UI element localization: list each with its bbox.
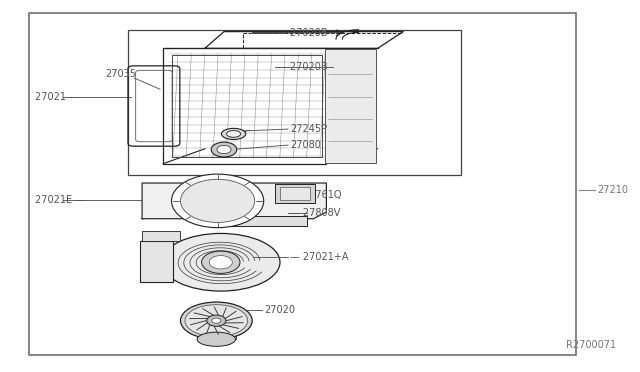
Text: — 27021+A: — 27021+A — [290, 253, 348, 262]
Ellipse shape — [185, 305, 248, 337]
Ellipse shape — [227, 131, 241, 137]
Text: — 27761Q: — 27761Q — [290, 190, 341, 200]
Text: 27210: 27210 — [597, 186, 628, 195]
Bar — [325, 49, 376, 163]
Bar — [140, 241, 173, 282]
Circle shape — [207, 315, 226, 326]
Circle shape — [172, 174, 264, 228]
Circle shape — [217, 145, 231, 154]
Bar — [280, 187, 310, 200]
Ellipse shape — [161, 234, 280, 291]
Text: 27020: 27020 — [264, 305, 295, 314]
Circle shape — [211, 142, 237, 157]
Bar — [172, 55, 322, 157]
Circle shape — [202, 251, 240, 273]
Text: — 27020B: — 27020B — [277, 62, 328, 72]
Polygon shape — [142, 183, 326, 219]
Ellipse shape — [197, 332, 236, 346]
Text: — 27020B: — 27020B — [277, 28, 328, 38]
Text: 27021 —: 27021 — — [35, 93, 79, 102]
Text: — 27808V: — 27808V — [290, 208, 340, 218]
Bar — [142, 231, 180, 241]
Bar — [275, 184, 315, 203]
Text: 27245P: 27245P — [290, 124, 327, 134]
Circle shape — [209, 256, 232, 269]
Text: 27035: 27035 — [106, 70, 136, 79]
Text: R2700071: R2700071 — [566, 340, 616, 350]
Bar — [128, 30, 461, 175]
Ellipse shape — [221, 128, 246, 140]
Text: 27021E —: 27021E — — [35, 195, 85, 205]
Bar — [224, 216, 307, 226]
Bar — [29, 13, 576, 355]
Text: 27080: 27080 — [290, 140, 321, 150]
Ellipse shape — [180, 302, 252, 339]
Circle shape — [180, 179, 255, 222]
Circle shape — [212, 318, 221, 323]
